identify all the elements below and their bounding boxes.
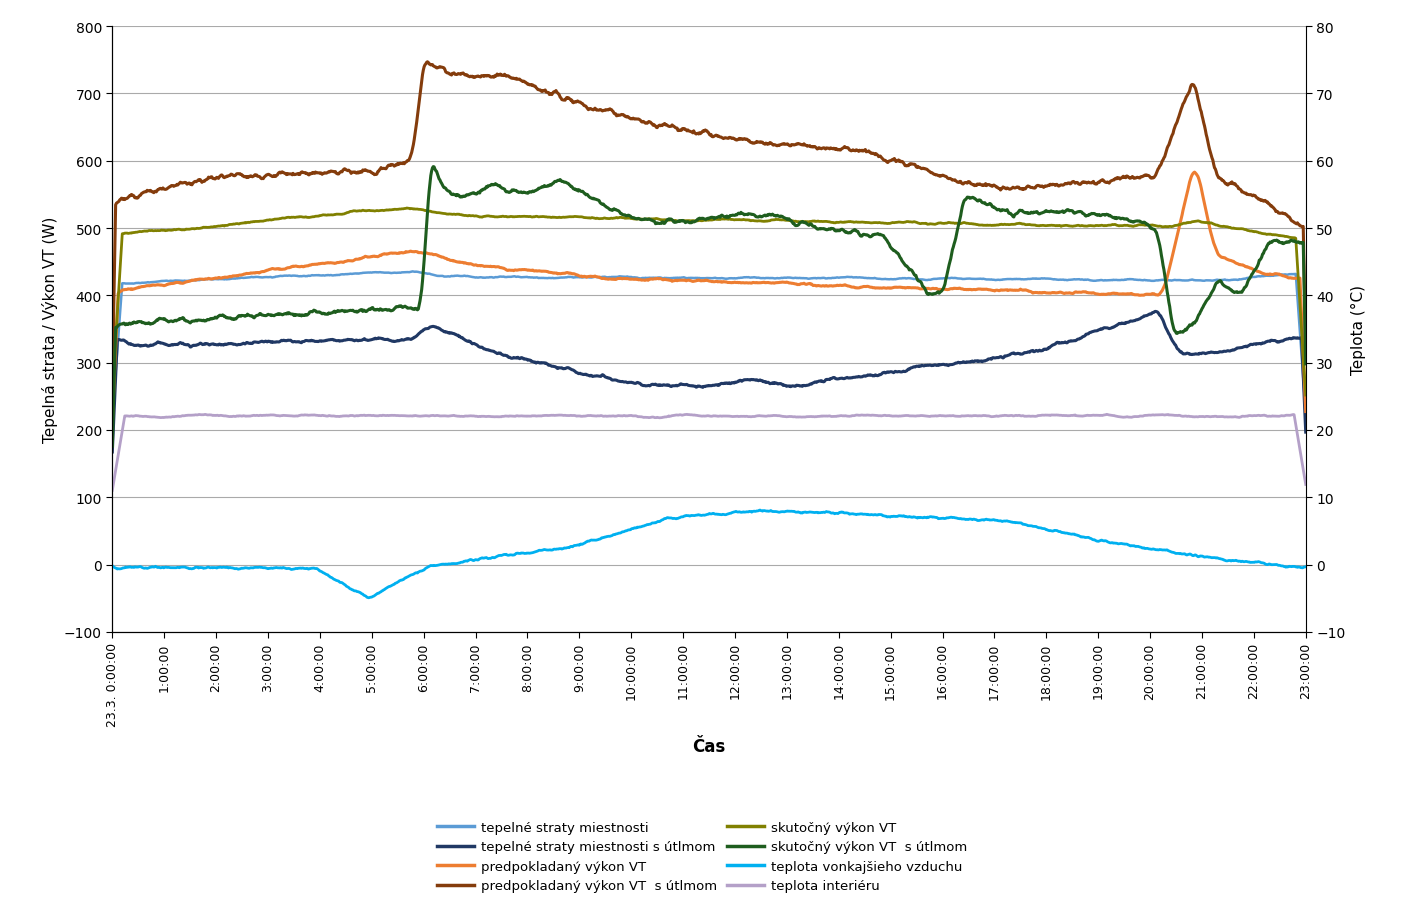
Legend: tepelné straty miestnosti, tepelné straty miestnosti s útlmom, predpokladaný výk: tepelné straty miestnosti, tepelné strat… [432, 817, 972, 897]
Y-axis label: Teplota (°C): Teplota (°C) [1351, 284, 1366, 375]
Y-axis label: Tepelná strata / Výkon VT (W): Tepelná strata / Výkon VT (W) [42, 217, 59, 442]
X-axis label: Čas: Čas [692, 738, 726, 756]
